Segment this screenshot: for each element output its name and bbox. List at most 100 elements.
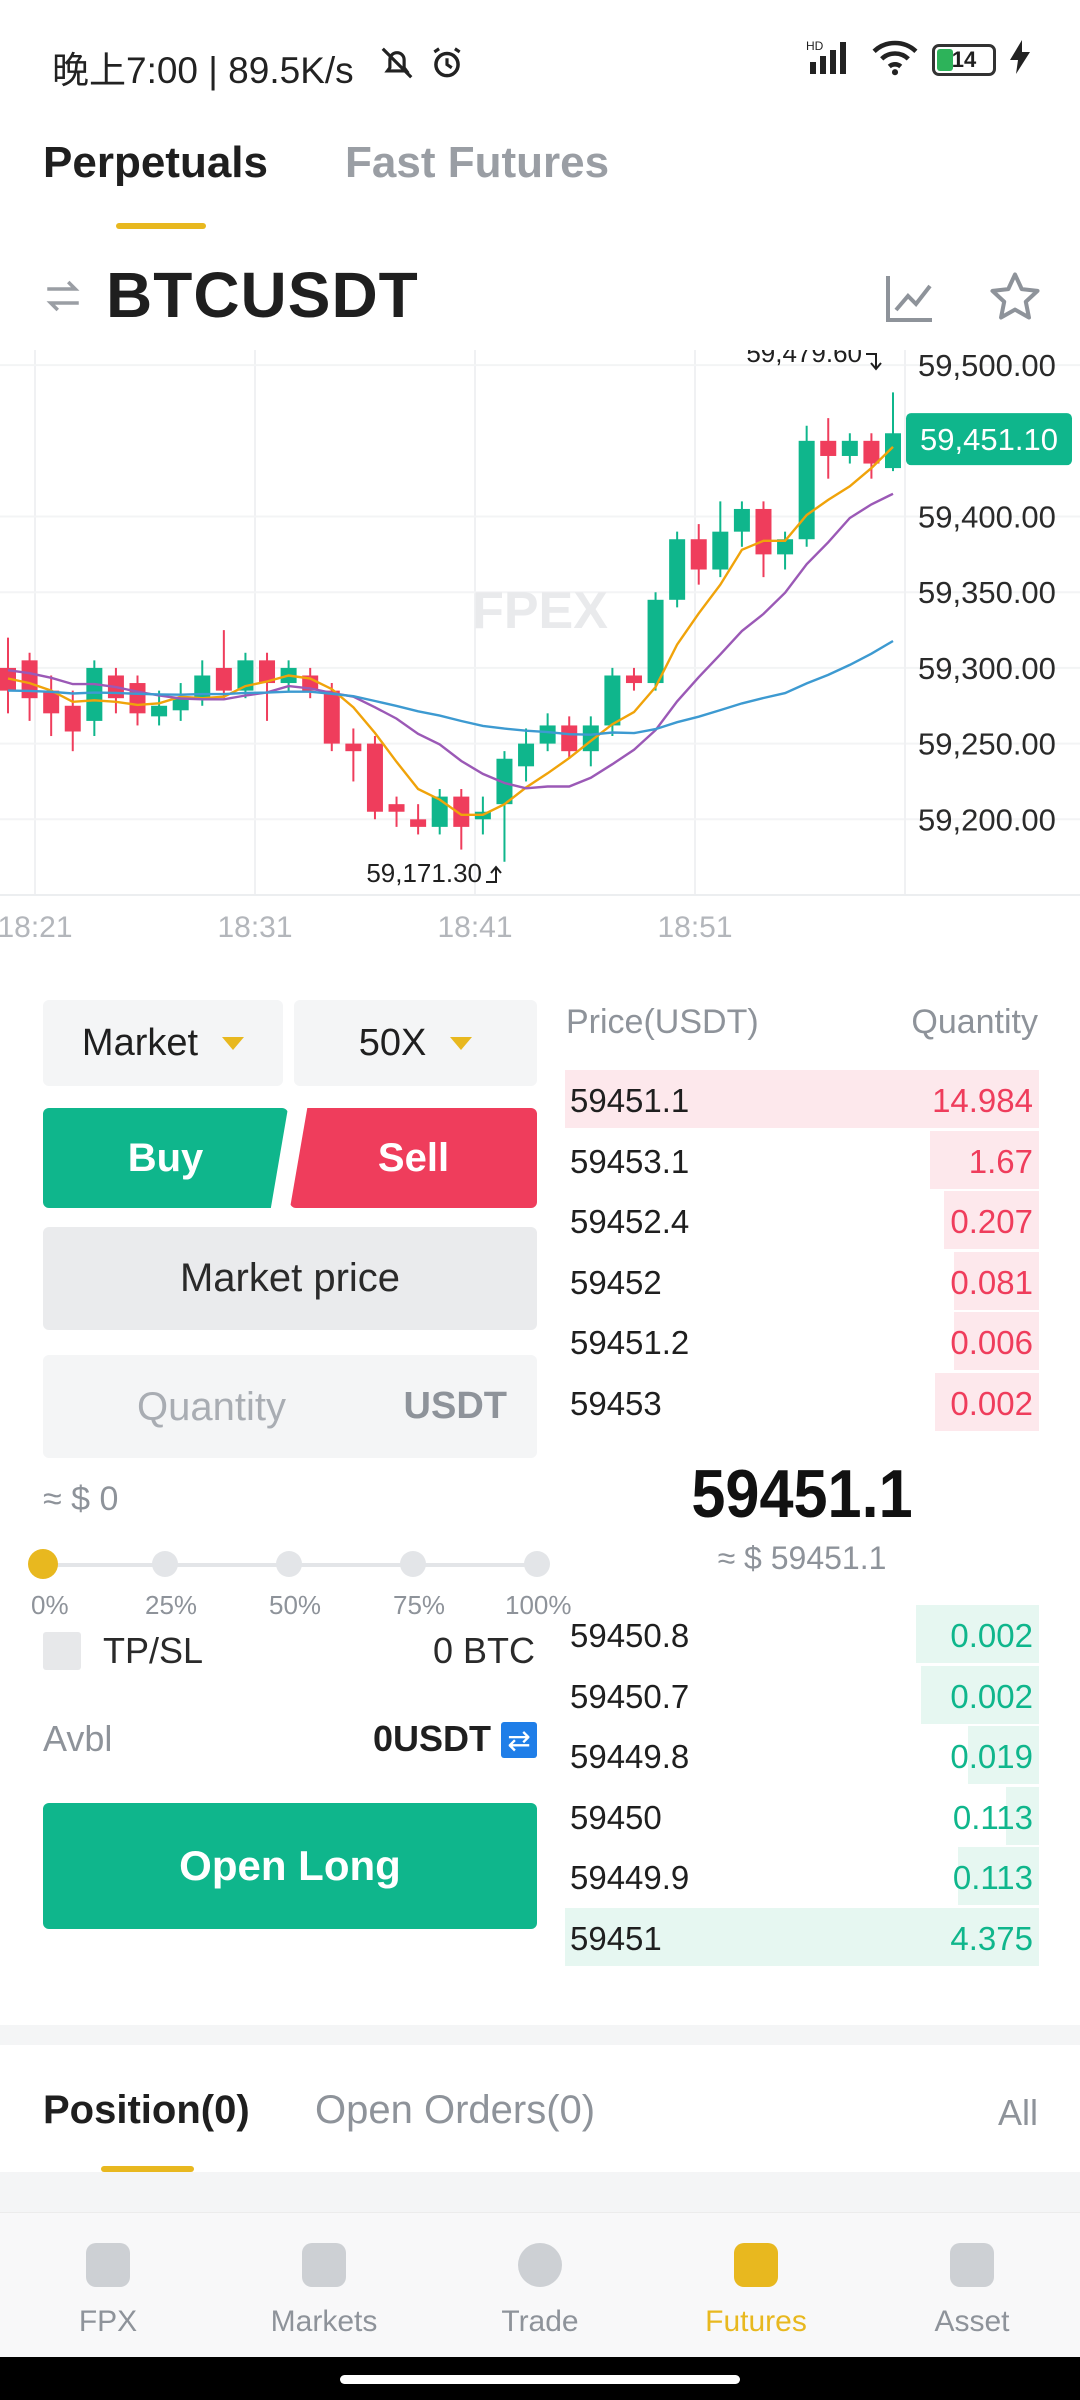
alarm-icon xyxy=(428,44,466,87)
tab-fast-futures[interactable]: Fast Futures xyxy=(345,138,610,187)
candle xyxy=(259,660,276,684)
nav-markets[interactable]: Markets xyxy=(216,2213,432,2358)
candle xyxy=(21,660,38,699)
buy-button[interactable]: Buy xyxy=(43,1108,288,1208)
order-quantity: 14.984 xyxy=(932,1082,1033,1119)
tpsl-checkbox[interactable] xyxy=(43,1632,81,1670)
mute-bell-icon xyxy=(378,44,416,87)
depth-bar xyxy=(565,1907,1039,1966)
candle xyxy=(777,539,794,555)
nav-fpx[interactable]: FPX xyxy=(0,2213,216,2358)
low-price-arrow xyxy=(486,865,502,883)
divider xyxy=(0,2025,1080,2045)
order-quantity: 4.375 xyxy=(950,1919,1033,1957)
candle xyxy=(863,440,880,464)
slider-stop-25[interactable] xyxy=(152,1551,178,1577)
last-price-usd: ≈ $ 59451.1 xyxy=(717,1540,887,1576)
slider-label: 75% xyxy=(393,1590,446,1620)
order-type-select[interactable]: Market xyxy=(43,1000,283,1086)
tpsl-label[interactable]: TP/SL xyxy=(103,1630,204,1671)
y-axis-label: 59,200.00 xyxy=(918,802,1056,837)
order-price: 59450.8 xyxy=(570,1617,690,1654)
candle xyxy=(798,440,815,540)
dropdown-arrow-icon xyxy=(450,1036,473,1050)
order-quantity: 0.006 xyxy=(950,1324,1033,1361)
bid-row[interactable]: 59450 0.113 xyxy=(565,1786,1039,1845)
nav-futures[interactable]: Futures xyxy=(648,2213,864,2358)
high-price-arrow xyxy=(866,353,882,371)
nav-trade[interactable]: Trade xyxy=(432,2213,648,2358)
ask-row[interactable]: 59451.1 14.984 xyxy=(565,1070,1039,1128)
order-price: 59451.1 xyxy=(570,1082,690,1119)
bid-row[interactable]: 59449.9 0.113 xyxy=(565,1847,1039,1905)
wallet-icon xyxy=(950,2243,994,2287)
slider-stop-75[interactable] xyxy=(400,1551,426,1577)
symbol-name[interactable]: BTCUSDT xyxy=(106,259,419,331)
quantity-input[interactable]: Quantity USDT xyxy=(43,1355,537,1458)
order-price: 59451.2 xyxy=(570,1324,690,1361)
tab-perpetuals[interactable]: Perpetuals xyxy=(43,138,268,187)
leverage-select[interactable]: 50X xyxy=(294,1000,537,1086)
order-price: 59449.9 xyxy=(570,1859,690,1896)
ask-row[interactable]: 59453.1 1.67 xyxy=(565,1130,1039,1189)
x-axis-label: 18:41 xyxy=(437,911,512,944)
avbl-label: Avbl xyxy=(43,1718,113,1759)
status-bar: 晚上7:00 | 89.5K/s HD 14 xyxy=(0,0,1080,130)
ask-row[interactable]: 59452.4 0.207 xyxy=(565,1191,1039,1249)
order-quantity: 0.019 xyxy=(950,1738,1033,1775)
depth-bar xyxy=(920,1665,1039,1724)
ask-row[interactable]: 59453 0.002 xyxy=(565,1372,1039,1431)
slider-stop-100[interactable] xyxy=(524,1551,550,1577)
depth-bar xyxy=(953,1251,1039,1310)
y-axis-label: 59,350.00 xyxy=(918,575,1056,610)
quantity-placeholder: Quantity xyxy=(137,1385,286,1429)
quantity-unit[interactable]: USDT xyxy=(403,1385,507,1427)
candle xyxy=(755,508,772,555)
candle xyxy=(669,539,686,600)
candle xyxy=(237,660,254,691)
candle xyxy=(561,725,578,752)
slider-handle[interactable] xyxy=(28,1549,58,1579)
candle xyxy=(518,743,535,767)
bid-row[interactable]: 59450.8 0.002 xyxy=(565,1605,1039,1663)
order-type-value: Market xyxy=(81,1021,199,1064)
chart-watermark: FPEX xyxy=(472,582,608,640)
candle xyxy=(345,743,362,752)
position-btc: 0 BTC xyxy=(432,1630,535,1671)
x-axis-label: 18:31 xyxy=(217,911,292,944)
chart-icon[interactable] xyxy=(884,272,936,329)
ask-row[interactable]: 59451.2 0.006 xyxy=(565,1312,1039,1370)
slider-stop-50[interactable] xyxy=(276,1551,302,1577)
orderbook-price-header: Price(USDT) xyxy=(566,1003,759,1041)
depth-bar xyxy=(944,1191,1039,1249)
bid-row[interactable]: 59449.8 0.019 xyxy=(565,1726,1039,1784)
favorite-star-icon[interactable] xyxy=(988,270,1042,329)
candle xyxy=(151,705,168,717)
nav-asset[interactable]: Asset xyxy=(864,2213,1080,2358)
ask-row[interactable]: 59452 0.081 xyxy=(565,1251,1039,1310)
tab-open-orders[interactable]: Open Orders(0) xyxy=(315,2088,596,2132)
y-axis-label: 59,300.00 xyxy=(918,651,1056,686)
switch-symbol-icon[interactable] xyxy=(42,276,84,321)
tab-position[interactable]: Position(0) xyxy=(43,2088,250,2132)
sell-button[interactable]: Sell xyxy=(290,1108,537,1208)
candlestick-chart[interactable]: FPEX 59,500.00 59,400.00 59,350.00 59,300.0… xyxy=(0,338,1080,950)
chart-canvas[interactable]: FPEX 59,500.00 59,400.00 59,350.00 59,300.0… xyxy=(0,338,1080,950)
depth-bar xyxy=(915,1605,1039,1663)
symbol-header: BTCUSDT xyxy=(0,250,1080,340)
order-quantity: 0.207 xyxy=(950,1203,1033,1240)
candle xyxy=(43,690,60,714)
slider-label: 25% xyxy=(145,1590,198,1620)
trade-icon xyxy=(518,2243,562,2287)
transfer-icon[interactable]: ⇄ xyxy=(501,1722,537,1758)
home-indicator[interactable] xyxy=(340,2375,740,2384)
futures-icon xyxy=(734,2243,778,2287)
candle xyxy=(647,599,664,684)
all-filter-button[interactable]: All xyxy=(997,2092,1038,2133)
bid-row[interactable]: 59450.7 0.002 xyxy=(565,1665,1039,1724)
bid-row[interactable]: 59451 4.375 xyxy=(565,1907,1039,1966)
y-axis-label: 59,400.00 xyxy=(918,500,1056,535)
candle xyxy=(215,667,232,691)
open-long-button[interactable]: Open Long xyxy=(43,1803,537,1929)
market-price-field[interactable]: Market price xyxy=(43,1227,537,1330)
